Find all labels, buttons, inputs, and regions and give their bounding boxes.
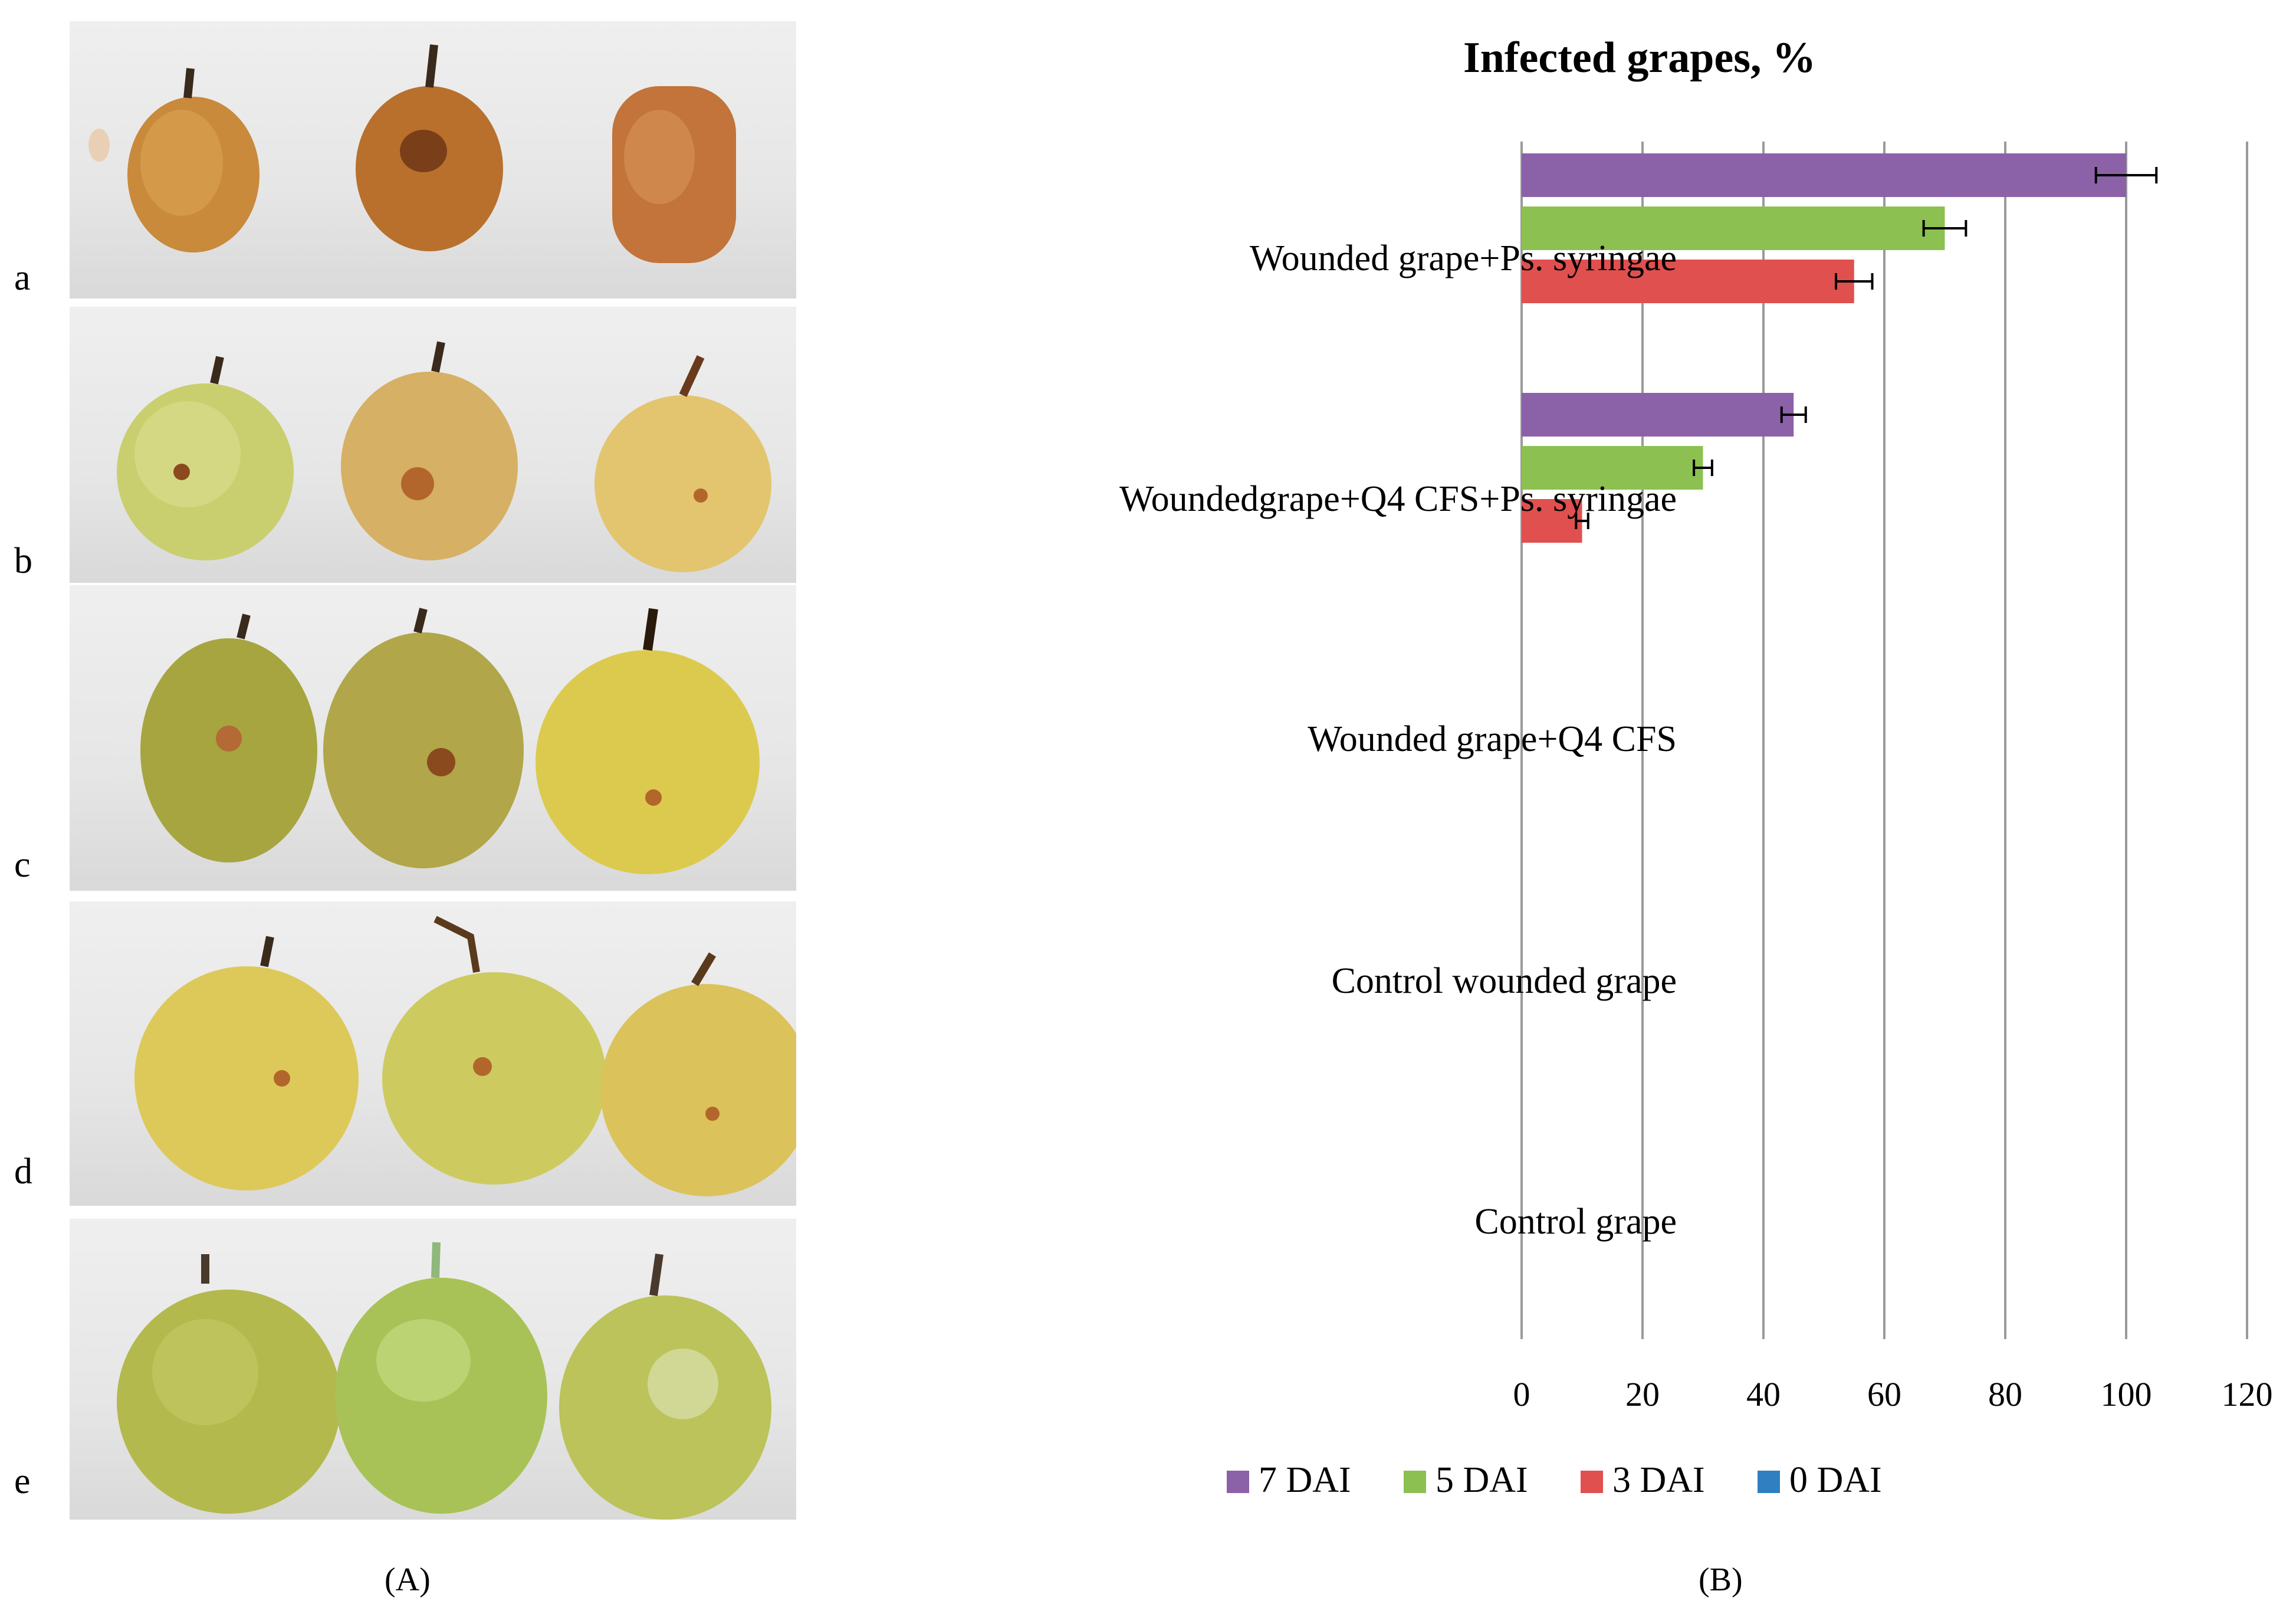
panel-b-caption: (B) [1699,1561,1743,1598]
row-letter-e: e [14,1461,31,1501]
category-label: Wounded grape+Ps. syringae [1250,238,1677,278]
photo-panel: a b c [0,0,814,1614]
bar [1522,393,1794,437]
legend-label: 5 DAI [1436,1460,1528,1500]
legend-item-5dai: 5 DAI [1404,1462,1528,1498]
row-letter-d: d [14,1152,32,1192]
category-label: Woundedgrape+Q4 CFS+Ps. syringae [1119,479,1677,519]
x-tick-label: 120 [2221,1375,2273,1413]
x-tick-label: 0 [1513,1375,1530,1413]
legend-swatch [1758,1471,1780,1493]
category-label: Wounded grape+Q4 CFS [1308,719,1677,759]
row-letter-a: a [14,258,31,298]
row-letter-b: b [14,541,32,581]
x-tick-label: 20 [1625,1375,1660,1413]
legend-item-0dai: 0 DAI [1758,1462,1882,1498]
bar [1522,446,1703,490]
x-tick-label: 60 [1867,1375,1901,1413]
photo-row-d [70,901,796,1206]
category-label: Control grape [1474,1202,1677,1242]
legend-swatch [1227,1471,1249,1493]
chart-svg [1520,142,2248,1339]
photo-row-e [70,1219,796,1520]
photo-row-c [70,585,796,891]
legend-swatch [1581,1471,1603,1493]
bar [1522,206,1945,250]
legend-swatch [1404,1471,1426,1493]
legend-item-7dai: 7 DAI [1227,1462,1351,1498]
chart: Infected grapes, % Wounded grape+Ps. syr… [814,0,2296,1614]
bar [1522,260,1854,303]
legend-label: 3 DAI [1612,1460,1705,1500]
x-tick-label: 100 [2100,1375,2152,1413]
category-label: Control wounded grape [1331,961,1677,1001]
panel-a-caption: (A) [385,1561,431,1598]
photo-row-a [70,21,796,298]
legend-label: 0 DAI [1789,1460,1882,1500]
x-tick-label: 40 [1746,1375,1781,1413]
row-letter-c: c [14,845,31,885]
chart-title: Infected grapes, % [1463,34,1817,82]
bar [1522,499,1582,543]
bar [1522,153,2126,197]
legend-label: 7 DAI [1259,1460,1351,1500]
photo-row-b [70,307,796,583]
x-tick-label: 80 [1988,1375,2022,1413]
legend-item-3dai: 3 DAI [1581,1462,1705,1498]
